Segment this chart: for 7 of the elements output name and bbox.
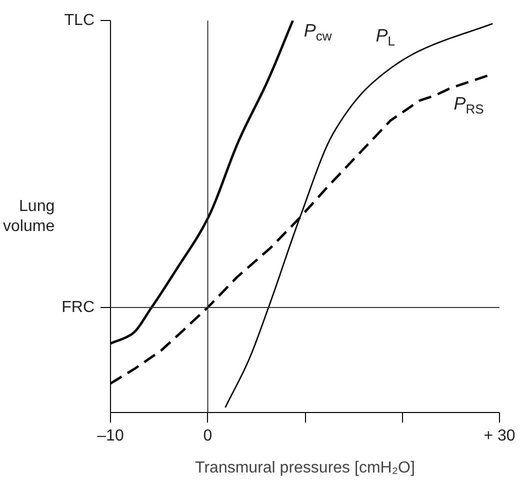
x-tick-label: 0 [203,428,212,444]
y-axis-title: Lung volume [3,198,55,236]
ref-line-label: FRC [62,298,95,316]
text: TLC [64,12,95,29]
x-tick-label: + 30 [484,428,516,444]
x-axis-title: Transmural pressures [cmH₂O] [195,460,415,476]
x-tick-label: –10 [97,428,124,444]
